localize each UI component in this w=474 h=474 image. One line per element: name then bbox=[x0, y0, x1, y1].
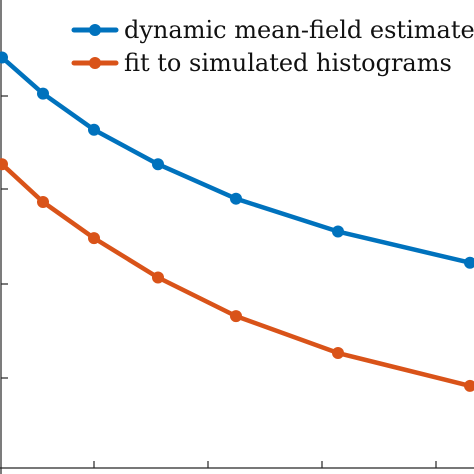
series-1-point bbox=[37, 195, 49, 208]
series-0-point bbox=[464, 256, 474, 269]
series-line-1 bbox=[0, 161, 474, 390]
legend-label-0: dynamic mean-field estimate bbox=[124, 16, 474, 44]
series-0-point bbox=[332, 225, 344, 238]
series-1-point bbox=[88, 232, 100, 245]
legend-swatch-marker-1 bbox=[89, 57, 101, 69]
series-line-0 bbox=[0, 55, 474, 267]
legend: dynamic mean-field estimate fit to simul… bbox=[71, 16, 474, 77]
series-0-point bbox=[230, 192, 242, 205]
series-layer bbox=[0, 51, 474, 392]
series-1-point bbox=[230, 310, 242, 323]
series-1-point bbox=[0, 158, 8, 171]
series-1-point bbox=[152, 271, 164, 284]
legend-swatch-marker-0 bbox=[89, 24, 101, 36]
legend-label-1: fit to simulated histograms bbox=[124, 49, 452, 77]
series-1-point bbox=[332, 347, 344, 360]
series-1-point bbox=[464, 379, 474, 392]
series-0-point bbox=[88, 123, 100, 136]
series-0-point bbox=[152, 158, 164, 171]
series-0-point bbox=[37, 87, 49, 100]
series-0-point bbox=[0, 51, 8, 64]
